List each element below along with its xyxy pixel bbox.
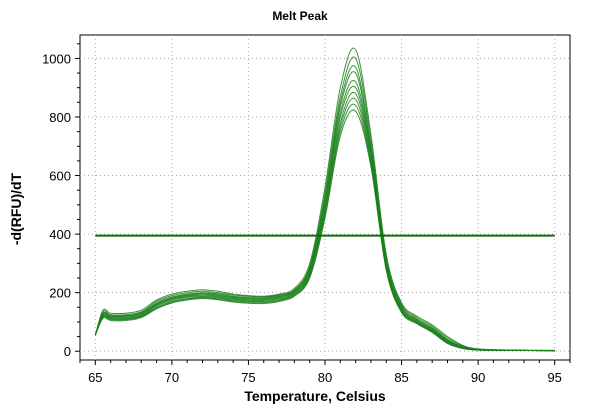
melt-curves — [94, 47, 555, 352]
x-tick-label: 95 — [547, 370, 561, 385]
y-tick-label: 800 — [49, 110, 71, 125]
melt-curve — [94, 109, 555, 352]
melt-curve — [94, 47, 555, 351]
y-tick-label: 200 — [49, 286, 71, 301]
y-tick-label: 0 — [64, 344, 71, 359]
y-tick-label: 600 — [49, 169, 71, 184]
x-tick-label: 85 — [394, 370, 408, 385]
x-tick-label: 90 — [471, 370, 485, 385]
grid-lines — [80, 35, 570, 360]
x-tick-label: 75 — [241, 370, 255, 385]
x-tick-label: 70 — [165, 370, 179, 385]
x-tick-label: 65 — [88, 370, 102, 385]
x-axis-label: Temperature, Celsius — [244, 388, 386, 404]
x-ticks: 65 70 75 80 85 90 95 — [79, 360, 571, 385]
y-ticks: 0 200 400 600 800 1000 — [42, 43, 80, 359]
melt-curve — [94, 56, 555, 352]
chart-title: Melt Peak — [272, 9, 328, 23]
y-tick-label: 1000 — [42, 51, 71, 66]
melt-curve — [94, 79, 555, 352]
x-tick-label: 80 — [318, 370, 332, 385]
y-tick-label: 400 — [49, 227, 71, 242]
melt-curve — [94, 71, 555, 352]
